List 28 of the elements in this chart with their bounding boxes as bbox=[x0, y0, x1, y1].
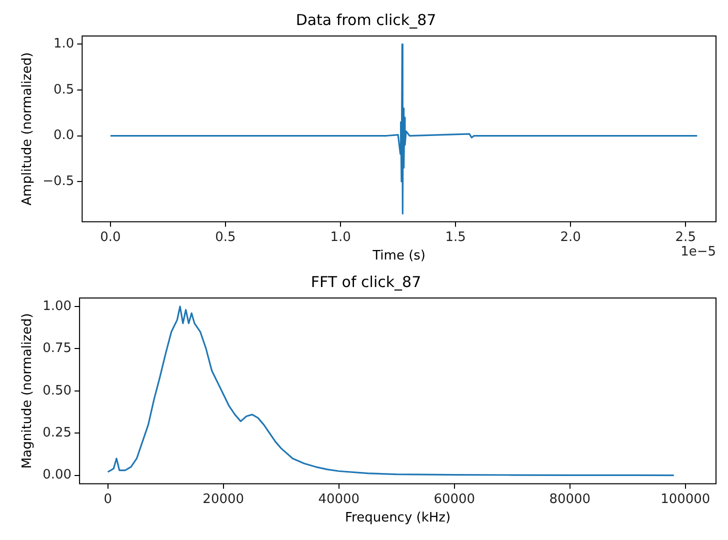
x-tick-label: 1.0 bbox=[330, 230, 351, 245]
y-tick-label: 0.25 bbox=[42, 426, 72, 440]
y-tick-label: 0.00 bbox=[42, 468, 72, 483]
y-tick-label: 0.5 bbox=[53, 82, 74, 98]
y-axis-title: Amplitude (normalized) bbox=[20, 52, 36, 206]
x-tick-label: 0.5 bbox=[215, 230, 236, 245]
x-tick-label: 1.5 bbox=[445, 230, 466, 245]
chart-title: FFT of click_87 bbox=[310, 272, 422, 291]
y-tick-label: 1.00 bbox=[42, 298, 72, 314]
y-tick-label: 0.0 bbox=[53, 128, 74, 144]
text: 1e−5 bbox=[680, 244, 716, 260]
y-tick-label: 1.0 bbox=[53, 36, 74, 52]
x-tick-label: 60000 bbox=[434, 492, 476, 507]
x-tick-label: 0.0 bbox=[100, 230, 121, 245]
y-axis-title: Magnitude (normalized) bbox=[20, 313, 36, 469]
x-tick-label: 2.0 bbox=[560, 230, 581, 245]
y-tick-label: −0.5 bbox=[42, 174, 74, 189]
x-tick-label: 0 bbox=[104, 492, 112, 507]
x-tick-label: 40000 bbox=[318, 492, 360, 507]
y-tick-label: 0.75 bbox=[42, 341, 72, 356]
x-axis-title: Frequency (kHz) bbox=[344, 510, 451, 526]
x-axis-title: Time (s) bbox=[372, 248, 426, 264]
x-tick-label: 100000 bbox=[660, 492, 710, 507]
chart-title: Data from click_87 bbox=[296, 10, 436, 29]
x-tick-label: 80000 bbox=[549, 492, 591, 507]
x-tick-label: 2.5 bbox=[675, 230, 696, 245]
x-tick-label: 20000 bbox=[202, 492, 244, 507]
y-tick-label: 0.50 bbox=[42, 383, 72, 398]
